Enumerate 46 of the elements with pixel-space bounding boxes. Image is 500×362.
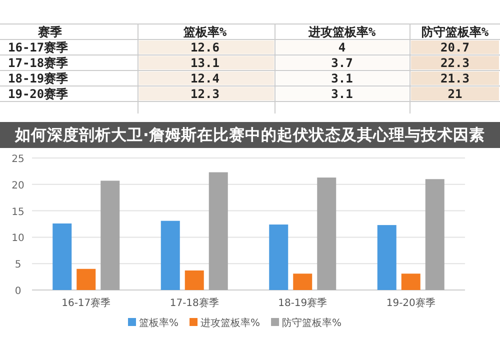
y-tick-label: 16-17赛季 [8,40,70,54]
chart-title: 如何深度剖析大卫·詹姆斯在比赛中的起伏状态及其心理与技术因素 [14,125,485,144]
x-tick-label: 进攻篮板率% [307,25,376,39]
bar [377,225,396,290]
legend-label: 进攻篮板率% [200,317,260,329]
data-label: 3.1 [331,87,353,101]
data-label: 12.6 [190,40,220,54]
data-label: 21.3 [440,72,470,86]
x-tick-label: 16-17赛季 [62,297,111,309]
x-tick-label: 19-20赛季 [386,297,436,309]
legend-label: 篮板率% [139,317,179,329]
bar [52,223,72,290]
y-tick-label: 5 [14,260,22,271]
data-label: 12.3 [190,87,220,101]
y-tick-label: 18-19赛季 [8,72,70,86]
legend-label: 防守篮板率% [282,317,342,329]
data-label: 4 [338,40,346,54]
bar [269,224,288,290]
bar [401,274,420,290]
data-label: 3.7 [331,56,353,70]
bar [293,274,312,290]
y-tick-label: 19-20赛季 [8,87,70,101]
bar [100,180,120,290]
data-label: 20.7 [440,40,470,54]
bar [425,179,444,290]
data-label: 13.1 [190,56,220,70]
data-label: 3.1 [331,72,353,86]
text: 赛季 [37,25,63,39]
y-tick-label: 0 [14,286,22,297]
y-tick-label: 10 [12,233,24,244]
y-tick-label: 25 [12,154,24,165]
x-tick-label: 防守篮板率% [421,25,490,39]
bar [208,172,228,290]
bar [317,178,336,290]
x-tick-label: 18-19赛季 [278,297,328,309]
x-tick-label: 篮板率% [182,25,228,39]
y-tick-label: 17-18赛季 [8,56,70,70]
data-label: 22.3 [440,56,470,70]
data-label: 12.4 [190,72,220,86]
x-tick-label: 17-18赛季 [170,297,219,309]
bar [160,220,180,290]
data-label: 21 [448,87,462,101]
bar [184,270,204,290]
bar [76,268,96,290]
y-tick-label: 15 [12,206,24,218]
y-tick-label: 20 [12,180,24,192]
